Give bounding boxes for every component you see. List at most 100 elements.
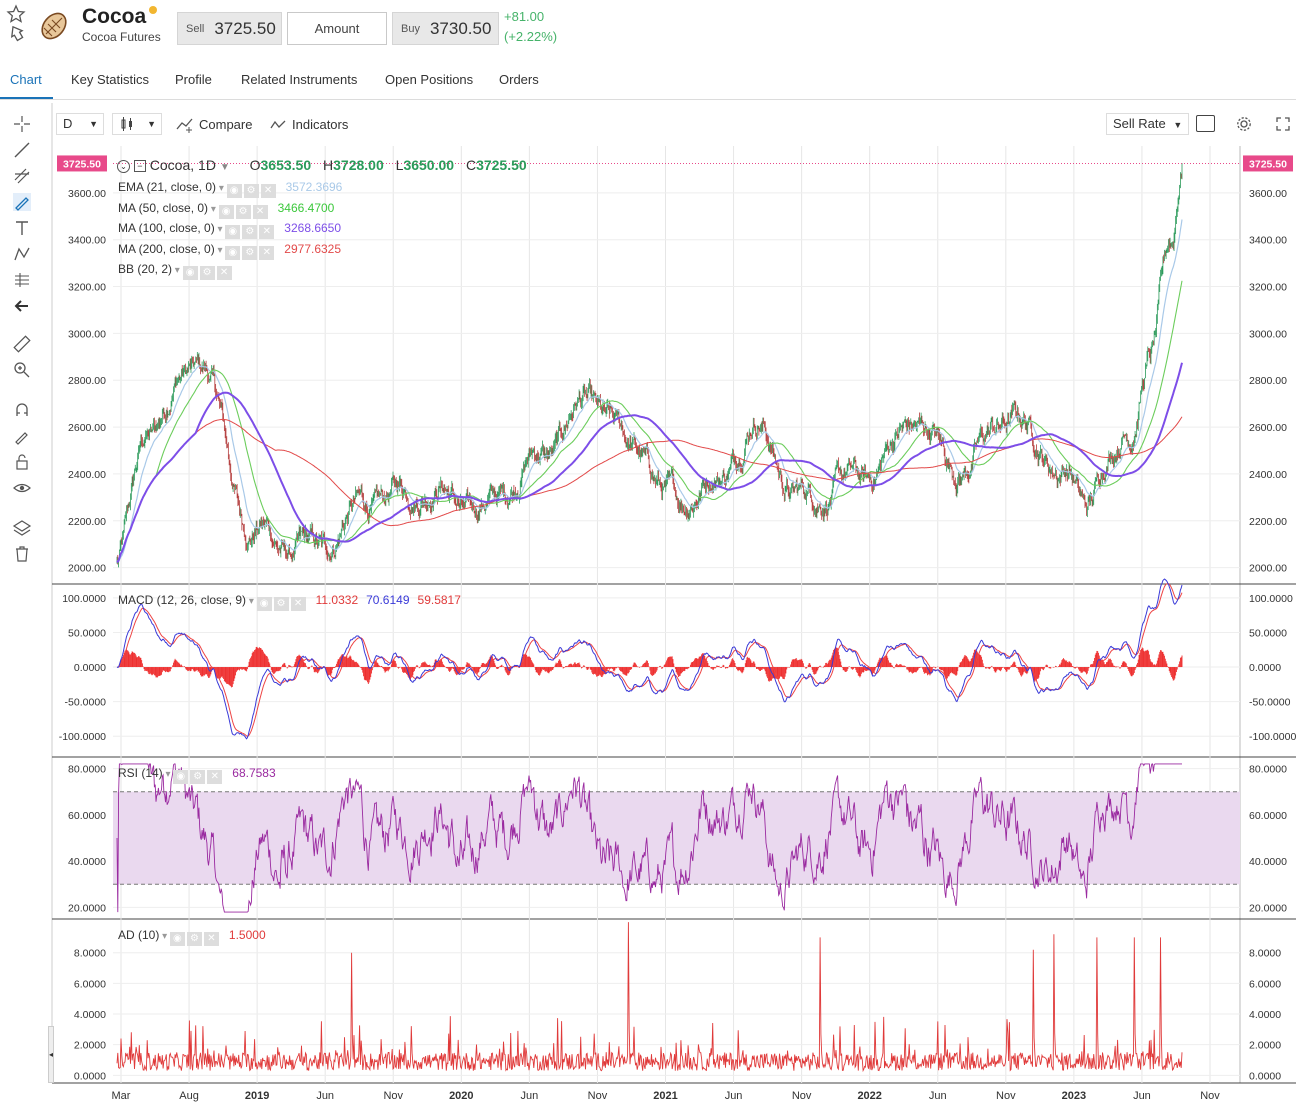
tab-profile[interactable]: Profile [175, 72, 212, 87]
ruler-icon[interactable] [12, 334, 32, 354]
macd-legend: MACD (12, 26, close, 9) ▾ ◉ ⚙ ✕ 11.0332 70.6… [118, 593, 461, 611]
expand-icon[interactable] [1276, 117, 1290, 131]
compare-button[interactable]: Compare [199, 117, 253, 132]
fib-tools-icon[interactable] [12, 166, 32, 186]
pattern-icon[interactable] [12, 244, 32, 264]
y-tick-label-right: 3600.00 [1249, 188, 1287, 200]
brush-icon[interactable] [12, 192, 32, 212]
settings-icon[interactable]: ⚙ [186, 932, 202, 946]
y-tick-label-right: -50.0000 [1249, 697, 1291, 709]
ma100-legend-label: MA (100, close, 0) [118, 221, 215, 235]
y-tick-label-right: 2.0000 [1249, 1040, 1281, 1052]
magnet-icon[interactable] [12, 400, 32, 420]
tab-chart[interactable]: Chart [10, 72, 42, 87]
time-axis: Mar Aug 2019 Jun Nov 2020 Jun Nov 2021 Jun Nov 2022… [112, 1090, 1221, 1102]
chevron-down-icon: ▼ [1173, 120, 1183, 130]
chart-type-select[interactable]: ▼ [112, 113, 162, 135]
text-tool-icon[interactable] [12, 218, 32, 238]
rate-mode-value: Sell Rate [1113, 116, 1166, 131]
eye-icon[interactable]: ◉ [256, 597, 272, 611]
chevron-down-icon[interactable]: ▾ [216, 183, 227, 194]
y-tick-label-left: 2400.00 [68, 469, 106, 481]
cocoa-logo-icon [41, 12, 67, 40]
eye-icon[interactable]: ◉ [182, 266, 198, 280]
fullscreen-toggle-icon[interactable] [1196, 115, 1215, 132]
eye-icon[interactable]: ◉ [225, 225, 241, 239]
trend-line-icon[interactable] [12, 140, 32, 160]
eye-icon[interactable]: ◉ [173, 770, 189, 784]
remove-icon[interactable]: ✕ [260, 184, 276, 198]
remove-icon[interactable]: ✕ [259, 246, 275, 260]
macd-legend-label: MACD (12, 26, close, 9) [118, 593, 247, 607]
ma100-legend-value: 3268.6650 [284, 221, 342, 235]
ma50-legend-label: MA (50, close, 0) [118, 201, 209, 215]
remove-icon[interactable]: ✕ [259, 225, 275, 239]
settings-icon[interactable]: ⚙ [243, 184, 259, 198]
minimize-icon[interactable]: − [133, 160, 146, 172]
remove-icon[interactable]: ✕ [290, 597, 306, 611]
settings-gear-icon[interactable] [1236, 116, 1252, 132]
chevron-down-icon[interactable]: ▾ [162, 769, 174, 780]
y-tick-label-right: 6.0000 [1249, 978, 1281, 990]
settings-icon[interactable]: ⚙ [242, 246, 258, 260]
x-tick-label: 2021 [653, 1090, 677, 1102]
settings-icon[interactable]: ⚙ [190, 770, 206, 784]
chevron-down-icon[interactable]: ▾ [246, 596, 257, 607]
macd-line [116, 578, 1183, 740]
layers-icon[interactable] [12, 518, 32, 538]
chevron-down-icon[interactable]: ▾ [208, 204, 219, 215]
eye-icon[interactable]: ◉ [218, 205, 234, 219]
eye-icon[interactable] [12, 478, 32, 498]
sell-label: Sell [186, 22, 205, 35]
sell-button[interactable]: Sell 3725.50 [177, 12, 282, 45]
arrow-left-icon[interactable] [12, 296, 32, 316]
macd-legend-value: 11.0332 [315, 593, 359, 607]
zoom-in-icon[interactable] [12, 360, 32, 380]
ma50-line [116, 280, 1183, 563]
chevron-down-icon[interactable]: ▾ [172, 265, 183, 276]
collapse-panel-handle[interactable]: ◂ [48, 1026, 54, 1083]
ma200-line [116, 416, 1183, 563]
y-tick-label-left: 8.0000 [74, 948, 106, 960]
x-tick-label: Jun [725, 1090, 743, 1102]
settings-icon[interactable]: ⚙ [273, 597, 289, 611]
prediction-icon[interactable] [12, 270, 32, 290]
undo-icon[interactable] [6, 22, 26, 42]
tab-orders[interactable]: Orders [499, 72, 539, 87]
rsi-legend-value: 68.7583 [232, 766, 276, 780]
low-label: L [395, 157, 404, 173]
tab-open-positions[interactable]: Open Positions [385, 72, 474, 87]
remove-icon[interactable]: ✕ [207, 770, 223, 784]
remove-icon[interactable]: ✕ [252, 205, 268, 219]
macd-legend-value: 70.6149 [366, 593, 410, 607]
settings-icon[interactable]: ⚙ [242, 225, 258, 239]
star-icon[interactable] [6, 4, 26, 24]
crosshair-icon[interactable] [12, 114, 32, 134]
amount-input[interactable]: Amount [287, 12, 387, 45]
eye-icon[interactable]: ◉ [169, 932, 185, 946]
settings-icon[interactable]: ⚙ [199, 266, 215, 280]
trash-icon[interactable] [12, 544, 32, 564]
price-axes: 2000.00 2000.00 2200.00 2200.00 2400.00 2400.… [59, 188, 1296, 1082]
tab-related-instruments[interactable]: Related Instruments [241, 72, 358, 87]
chevron-down-icon[interactable]: ▾ [214, 245, 226, 256]
tab-key-statistics[interactable]: Key Statistics [71, 72, 150, 87]
rate-mode-select[interactable]: Sell Rate ▼ [1106, 113, 1190, 135]
lock-icon[interactable] [12, 452, 32, 472]
remove-icon[interactable]: ✕ [216, 266, 232, 280]
collapse-icon[interactable]: ⌄ [117, 160, 130, 173]
chevron-down-icon[interactable]: ▾ [159, 931, 170, 942]
buy-button[interactable]: Buy 3730.50 [392, 12, 499, 45]
x-tick-label: Nov [792, 1090, 812, 1102]
settings-icon[interactable]: ⚙ [235, 205, 251, 219]
interval-select[interactable]: D ▼ [56, 113, 104, 135]
pencil-lock-icon[interactable] [12, 426, 32, 446]
eye-icon[interactable]: ◉ [225, 246, 241, 260]
chevron-down-icon[interactable]: ▾ [214, 224, 226, 235]
buy-price: 3730.50 [429, 18, 492, 38]
y-tick-label-left: 2.0000 [74, 1040, 106, 1052]
remove-icon[interactable]: ✕ [203, 932, 219, 946]
indicators-button[interactable]: Indicators [292, 117, 349, 132]
eye-icon[interactable]: ◉ [226, 184, 242, 198]
